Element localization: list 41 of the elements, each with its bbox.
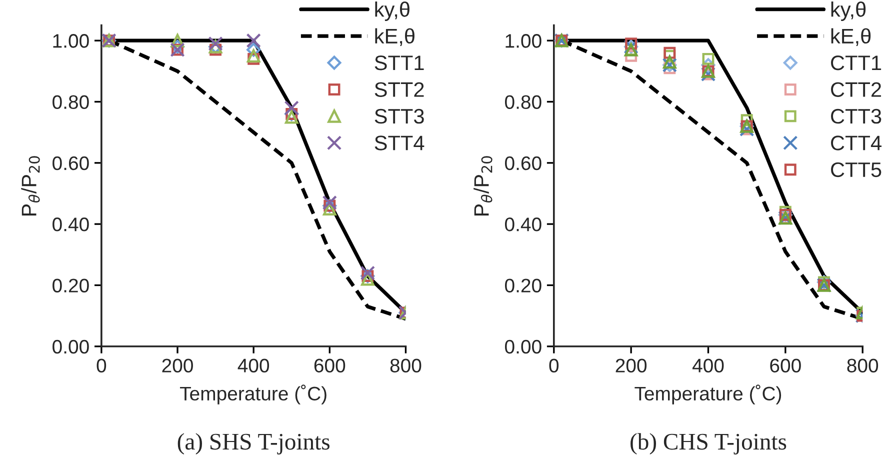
x-tick-label: 600 xyxy=(314,358,346,372)
y-tick-label: 0.60 xyxy=(52,156,89,170)
y-axis-title: P$_{θ}$/P$_{20}$ xyxy=(21,156,40,216)
y-tick-label: 0.60 xyxy=(505,156,542,170)
legend-label: CTT5 xyxy=(831,162,882,178)
y-tick-label: 0.80 xyxy=(505,95,542,109)
y-tick-label: 0.00 xyxy=(505,340,542,354)
y-tick-label: 1.00 xyxy=(506,34,542,48)
legend-label: CTT1 xyxy=(831,56,882,70)
legend-label: STT3 xyxy=(374,108,424,124)
legend-label: CTT3 xyxy=(831,108,882,124)
x-axis-title: Temperature (˚C) xyxy=(180,384,326,404)
x-tick-label: 0 xyxy=(96,358,106,372)
y-tick-label: 0.40 xyxy=(52,218,89,232)
legend-label: CTT2 xyxy=(831,82,882,97)
legend-label: ky,θ xyxy=(831,2,866,21)
y-axis-title: P$_{θ}$/P$_{20}$ xyxy=(474,156,492,216)
legend-label: STT4 xyxy=(374,136,424,150)
legend-label: kE,θ xyxy=(375,28,414,46)
x-tick-label: 200 xyxy=(616,358,647,372)
y-tick-label: 0.80 xyxy=(52,95,89,109)
y-tick-label: 1.00 xyxy=(53,34,89,48)
x-tick-label: 800 xyxy=(847,358,878,372)
legend-label: ky,θ xyxy=(375,2,410,21)
x-tick-label: 400 xyxy=(692,358,724,372)
legend-label: kE,θ xyxy=(831,28,871,46)
legend-label: STT1 xyxy=(374,56,424,70)
y-tick-label: 0.00 xyxy=(52,340,89,354)
x-tick-label: 800 xyxy=(390,358,422,372)
y-tick-label: 0.40 xyxy=(505,218,542,232)
x-tick-label: 200 xyxy=(162,358,193,372)
y-tick-label: 0.20 xyxy=(505,278,542,292)
x-tick-label: 400 xyxy=(238,358,270,372)
y-tick-label: 0.20 xyxy=(52,278,89,292)
x-tick-label: 0 xyxy=(549,358,559,372)
x-tick-label: 600 xyxy=(770,358,801,372)
text: (a) SHS T-joints xyxy=(178,433,330,454)
legend-label: CTT4 xyxy=(831,136,882,150)
text: (b) CHS T-joints xyxy=(630,433,786,454)
legend-label: STT2 xyxy=(374,82,424,97)
x-axis-title: Temperature (˚C) xyxy=(634,384,782,404)
